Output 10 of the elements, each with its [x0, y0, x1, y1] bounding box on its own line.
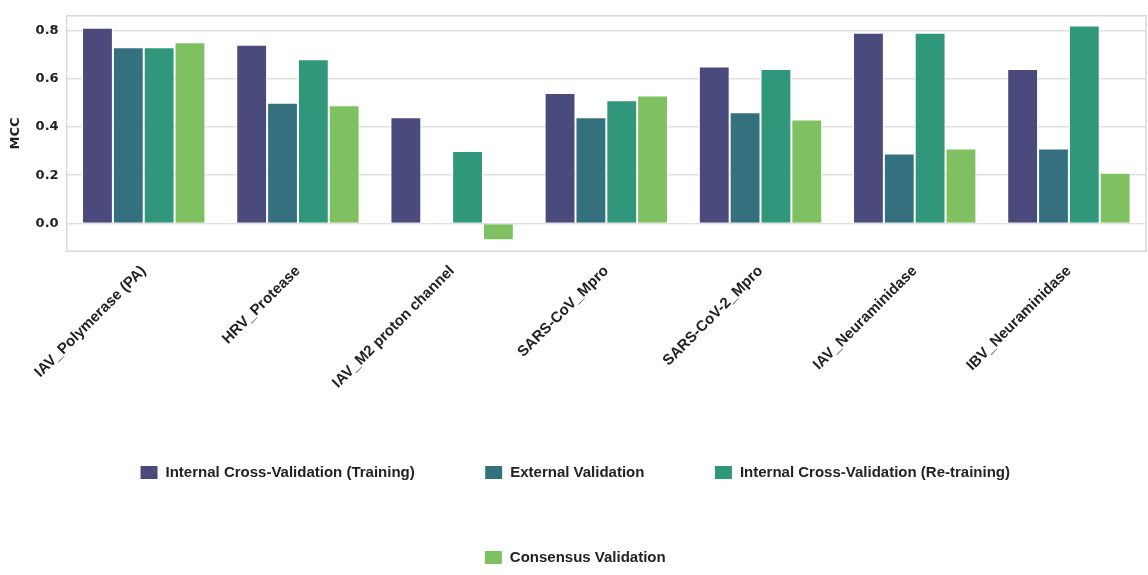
y-tick-label: 0.6: [35, 69, 59, 85]
legend-label: Internal Cross-Validation (Re-training): [739, 462, 1010, 480]
y-tick-label: 0.0: [35, 214, 59, 230]
y-tick-label: 0.8: [35, 21, 59, 37]
y-tick-label: 0.2: [35, 166, 59, 182]
legend-label: Internal Cross-Validation (Training): [165, 462, 415, 480]
legend-label: Consensus Validation: [509, 547, 666, 565]
legend-label: External Validation: [510, 462, 645, 480]
y-axis-title: MCC: [7, 117, 23, 150]
y-tick-label: 0.4: [35, 118, 59, 134]
